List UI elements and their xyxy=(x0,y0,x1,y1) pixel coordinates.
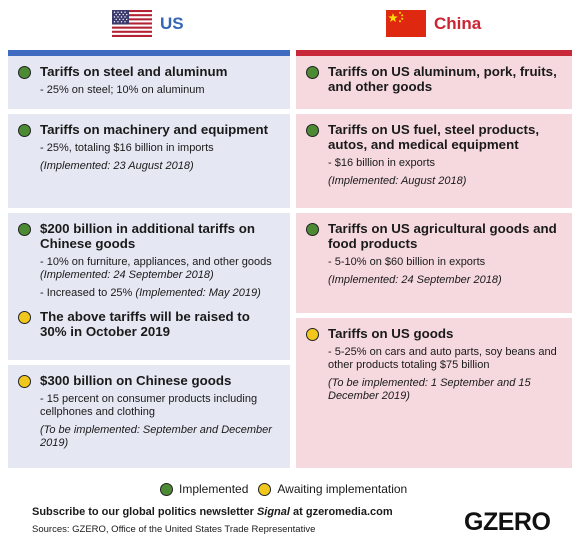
implemented-status-icon xyxy=(306,223,319,236)
legend: Implemented Awaiting implementation xyxy=(160,482,417,496)
item-detail: - 25%, totaling $16 billion in imports xyxy=(40,142,214,154)
implemented-status-icon xyxy=(18,66,31,79)
china-box-fuel-steel: Tariffs on US fuel, steel products, auto… xyxy=(296,114,572,208)
china-item-aluminum-pork: Tariffs on US aluminum, pork, fruits, an… xyxy=(306,64,562,94)
china-item-agricultural: Tariffs on US agricultural goods and foo… xyxy=(306,221,562,251)
subscribe-text: Subscribe to our global politics newslet… xyxy=(32,506,393,518)
us-item-200-billion: $200 billion in additional tariffs on Ch… xyxy=(18,221,280,251)
subscribe-post: at gzeromedia.com xyxy=(289,506,393,518)
item-detail-date: (Implemented: May 2019) xyxy=(135,287,261,299)
implemented-legend-icon xyxy=(160,482,173,496)
implemented-status-icon xyxy=(306,124,319,137)
us-flag-icon xyxy=(112,10,152,37)
us-item-machinery: Tariffs on machinery and equipment xyxy=(18,122,280,137)
item-title: $200 billion in additional tariffs on Ch… xyxy=(40,221,255,251)
us-box-200-billion: $200 billion in additional tariffs on Ch… xyxy=(8,213,290,360)
item-detail-date: (Implemented: 24 September 2018) xyxy=(40,269,214,281)
item-detail-text: - Increased to 25% xyxy=(40,287,133,299)
item-detail: - Increased to 25% (Implemented: May 201… xyxy=(18,287,280,300)
us-header: US xyxy=(112,10,184,37)
item-title: Tariffs on machinery and equipment xyxy=(40,122,269,137)
china-label: China xyxy=(434,13,482,33)
item-detail: - 5-25% on cars and auto parts, soy bean… xyxy=(328,346,557,371)
item-implemented-date: (Implemented: 23 August 2018) xyxy=(40,160,194,172)
china-header: China xyxy=(386,10,481,37)
china-box-aluminum-pork: Tariffs on US aluminum, pork, fruits, an… xyxy=(296,56,572,109)
item-title: Tariffs on US fuel, steel products, auto… xyxy=(328,122,540,152)
china-item-fuel-steel: Tariffs on US fuel, steel products, auto… xyxy=(306,122,562,152)
header: US China xyxy=(0,0,580,50)
china-box-agricultural: Tariffs on US agricultural goods and foo… xyxy=(296,213,572,313)
china-item-us-goods: Tariffs on US goods xyxy=(306,326,562,341)
item-detail: - $16 billion in exports xyxy=(328,157,436,169)
legend-awaiting-label: Awaiting implementation xyxy=(277,482,408,496)
item-detail: - 10% on furniture, appliances, and othe… xyxy=(18,256,280,282)
item-title: Tariffs on US goods xyxy=(328,326,454,341)
awaiting-status-icon xyxy=(18,311,31,324)
china-flag-icon xyxy=(386,10,426,37)
item-title: The above tariffs will be raised to 30% … xyxy=(40,309,250,339)
gzero-logo: GZERO xyxy=(464,508,551,536)
us-item-300-billion: $300 billion on Chinese goods xyxy=(18,373,280,388)
awaiting-status-icon xyxy=(306,328,319,341)
implemented-status-icon xyxy=(18,124,31,137)
signal-newsletter-name: Signal xyxy=(256,506,290,518)
sources-text: Sources: GZERO, Office of the United Sta… xyxy=(32,524,316,535)
us-label: US xyxy=(160,13,184,33)
item-detail: - 15 percent on consumer products includ… xyxy=(40,393,258,418)
item-title: Tariffs on US agricultural goods and foo… xyxy=(328,221,557,251)
item-detail-text: - 10% on furniture, appliances, and othe… xyxy=(40,256,272,268)
item-detail: - 25% on steel; 10% on aluminum xyxy=(40,84,205,96)
item-implemented-date: (Implemented: August 2018) xyxy=(328,175,467,187)
legend-implemented-label: Implemented xyxy=(179,482,249,496)
item-title: Tariffs on US aluminum, pork, fruits, an… xyxy=(328,64,557,94)
china-box-us-goods: Tariffs on US goods - 5-25% on cars and … xyxy=(296,318,572,468)
us-box-machinery: Tariffs on machinery and equipment - 25%… xyxy=(8,114,290,208)
us-item-raise-30: The above tariffs will be raised to 30% … xyxy=(18,309,280,339)
awaiting-legend-icon xyxy=(258,482,272,496)
china-header-bar xyxy=(296,50,572,56)
item-implemented-date: (To be implemented: 1 September and 15 D… xyxy=(328,377,531,402)
item-implemented-date: (Implemented: 24 September 2018) xyxy=(328,274,502,286)
us-box-300-billion: $300 billion on Chinese goods - 15 perce… xyxy=(8,365,290,468)
us-box-steel-aluminum: Tariffs on steel and aluminum - 25% on s… xyxy=(8,56,290,109)
implemented-status-icon xyxy=(18,223,31,236)
awaiting-status-icon xyxy=(18,375,31,388)
item-detail: - 5-10% on $60 billion in exports xyxy=(328,256,486,268)
item-title: $300 billion on Chinese goods xyxy=(40,373,232,388)
us-item-steel-aluminum: Tariffs on steel and aluminum xyxy=(18,64,280,79)
us-header-bar xyxy=(8,50,290,56)
implemented-status-icon xyxy=(306,66,319,79)
subscribe-pre: Subscribe to our global politics newslet… xyxy=(32,506,257,518)
item-title: Tariffs on steel and aluminum xyxy=(40,64,228,79)
item-implemented-date: (To be implemented: September and Decemb… xyxy=(40,424,272,449)
